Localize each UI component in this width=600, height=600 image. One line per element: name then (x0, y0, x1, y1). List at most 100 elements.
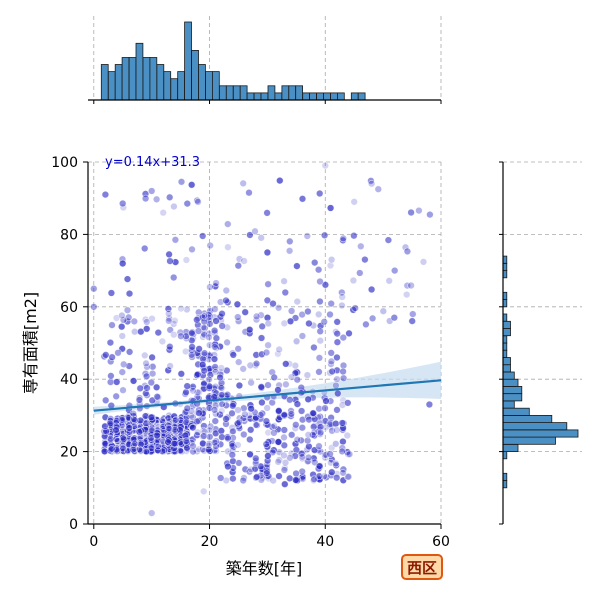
scatter-point (142, 359, 150, 368)
scatter-point (170, 202, 178, 211)
scatter-point (320, 318, 328, 326)
scatter-point (210, 438, 219, 447)
scatter-point (149, 363, 157, 371)
scatter-point (117, 323, 126, 331)
scatter-point (189, 387, 197, 395)
right-hist-bar (502, 414, 553, 423)
marginal-x-histogram (88, 16, 442, 104)
scatter-point (189, 442, 197, 450)
scatter-point (129, 435, 138, 444)
scatter-point (315, 354, 324, 362)
scatter-point (240, 430, 248, 439)
scatter-point (252, 359, 261, 368)
y-tick-label: 20 (60, 445, 78, 461)
scatter-point (332, 440, 340, 448)
scatter-point (131, 439, 139, 448)
scatter-point (154, 328, 163, 337)
scatter-point (130, 415, 138, 423)
scatter-point (287, 410, 295, 418)
scatter-point (316, 297, 324, 306)
scatter-point (321, 404, 329, 412)
scatter-point (326, 450, 334, 458)
scatter-point (252, 312, 261, 321)
scatter-point (321, 161, 329, 170)
scatter-point (379, 307, 387, 315)
scatter-point (320, 231, 329, 240)
scatter-point (158, 337, 167, 346)
scatter-point (246, 435, 254, 444)
scatter-point (343, 431, 351, 440)
scatter-point (291, 369, 300, 377)
scatter-point (165, 250, 173, 259)
scatter-point (246, 326, 254, 334)
scatter-point (338, 301, 346, 310)
scatter-point (199, 427, 208, 435)
scatter-point (303, 232, 311, 240)
scatter-point (407, 281, 415, 290)
scatter-point (211, 305, 219, 313)
right-hist-bar (502, 320, 511, 329)
scatter-point (327, 360, 335, 368)
scatter-point (280, 441, 288, 449)
scatter-point (224, 220, 232, 228)
scatter-point (166, 257, 174, 265)
scatter-point (264, 280, 272, 288)
scatter-point (239, 476, 247, 485)
scatter-point (183, 199, 192, 208)
right-hist-bar (502, 429, 579, 438)
main-axes: 0 20 40 60 0 20 40 60 80 100 (51, 155, 450, 550)
scatter-point (211, 417, 220, 425)
top-hist-bar (253, 92, 262, 101)
scatter-point (217, 364, 226, 372)
scatter-point (125, 289, 134, 298)
scatter-point (112, 392, 120, 400)
scatter-point (198, 361, 207, 369)
scatter-point (403, 281, 411, 290)
region-badge: 西区 (401, 554, 443, 580)
scatter-point (304, 395, 312, 403)
scatter-point (112, 426, 120, 434)
scatter-point (339, 333, 347, 342)
scatter-point (270, 422, 278, 430)
scatter-point (338, 419, 346, 427)
scatter-point (344, 399, 352, 407)
scatter-point (125, 440, 133, 449)
scatter-point (305, 442, 313, 451)
scatter-point (129, 445, 137, 454)
scatter-point (303, 371, 312, 379)
scatter-point (345, 450, 354, 458)
scatter-point (321, 281, 330, 289)
regression-equation: y=0.14x+31.3 (105, 155, 200, 170)
scatter-point (315, 462, 324, 470)
scatter-point (262, 348, 271, 357)
scatter-point (334, 389, 342, 398)
scatter-point (182, 388, 190, 396)
scatter-point (357, 242, 365, 251)
scatter-point (246, 361, 255, 370)
scatter-point (286, 317, 295, 325)
scatter-point (409, 310, 417, 318)
scatter-point (408, 317, 416, 325)
top-hist-bar (135, 42, 144, 101)
top-hist-bar (121, 57, 130, 101)
scatter-point (246, 231, 254, 239)
scatter-point (188, 343, 196, 351)
scatter-point (326, 204, 335, 212)
scatter-point (274, 458, 282, 466)
scatter-point (280, 451, 288, 460)
scatter-point (154, 442, 162, 451)
scatter-point (148, 187, 156, 195)
right-hist-bar (502, 378, 519, 387)
scatter-point (224, 243, 232, 251)
scatter-point (170, 412, 178, 420)
scatter-point (403, 290, 411, 299)
right-hist-bar (502, 400, 515, 409)
scatter-point (303, 436, 312, 445)
scatter-point (332, 381, 340, 390)
scatter-point (240, 404, 248, 412)
scatter-point (315, 368, 323, 376)
scatter-point (193, 417, 201, 426)
scatter-point (362, 320, 370, 329)
scatter-point (205, 446, 213, 454)
